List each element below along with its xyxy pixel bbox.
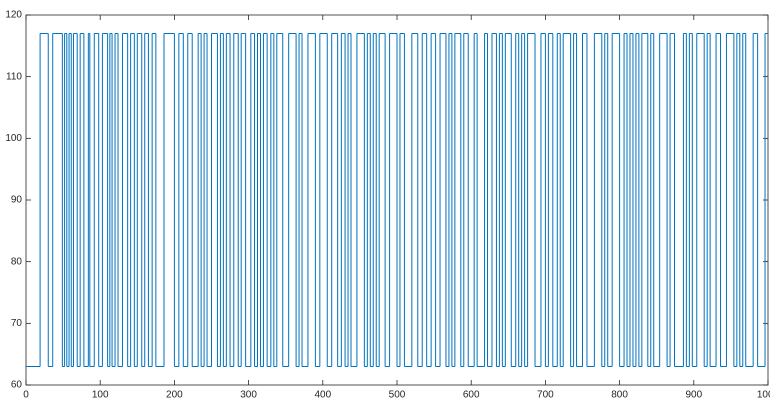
y-tick-label: 120 (5, 10, 22, 21)
y-tick-label: 90 (11, 195, 23, 206)
x-tick-label: 900 (685, 390, 702, 399)
y-tick-label: 70 (11, 318, 23, 329)
y-tick-label: 110 (6, 71, 22, 82)
x-tick-label: 300 (240, 390, 257, 399)
x-tick-label: 100 (92, 390, 109, 399)
x-tick-label: 400 (314, 390, 331, 399)
y-tick-label: 60 (11, 380, 23, 391)
x-tick-label: 200 (166, 390, 183, 399)
x-tick-label: 600 (463, 390, 480, 399)
y-tick-label: 100 (5, 133, 22, 144)
x-tick-label: 700 (537, 390, 554, 399)
x-tick-label: 0 (23, 390, 29, 399)
x-tick-label: 1000 (757, 390, 770, 399)
x-tick-label: 800 (611, 390, 628, 399)
x-tick-label: 500 (389, 390, 406, 399)
y-tick-label: 80 (11, 256, 23, 267)
